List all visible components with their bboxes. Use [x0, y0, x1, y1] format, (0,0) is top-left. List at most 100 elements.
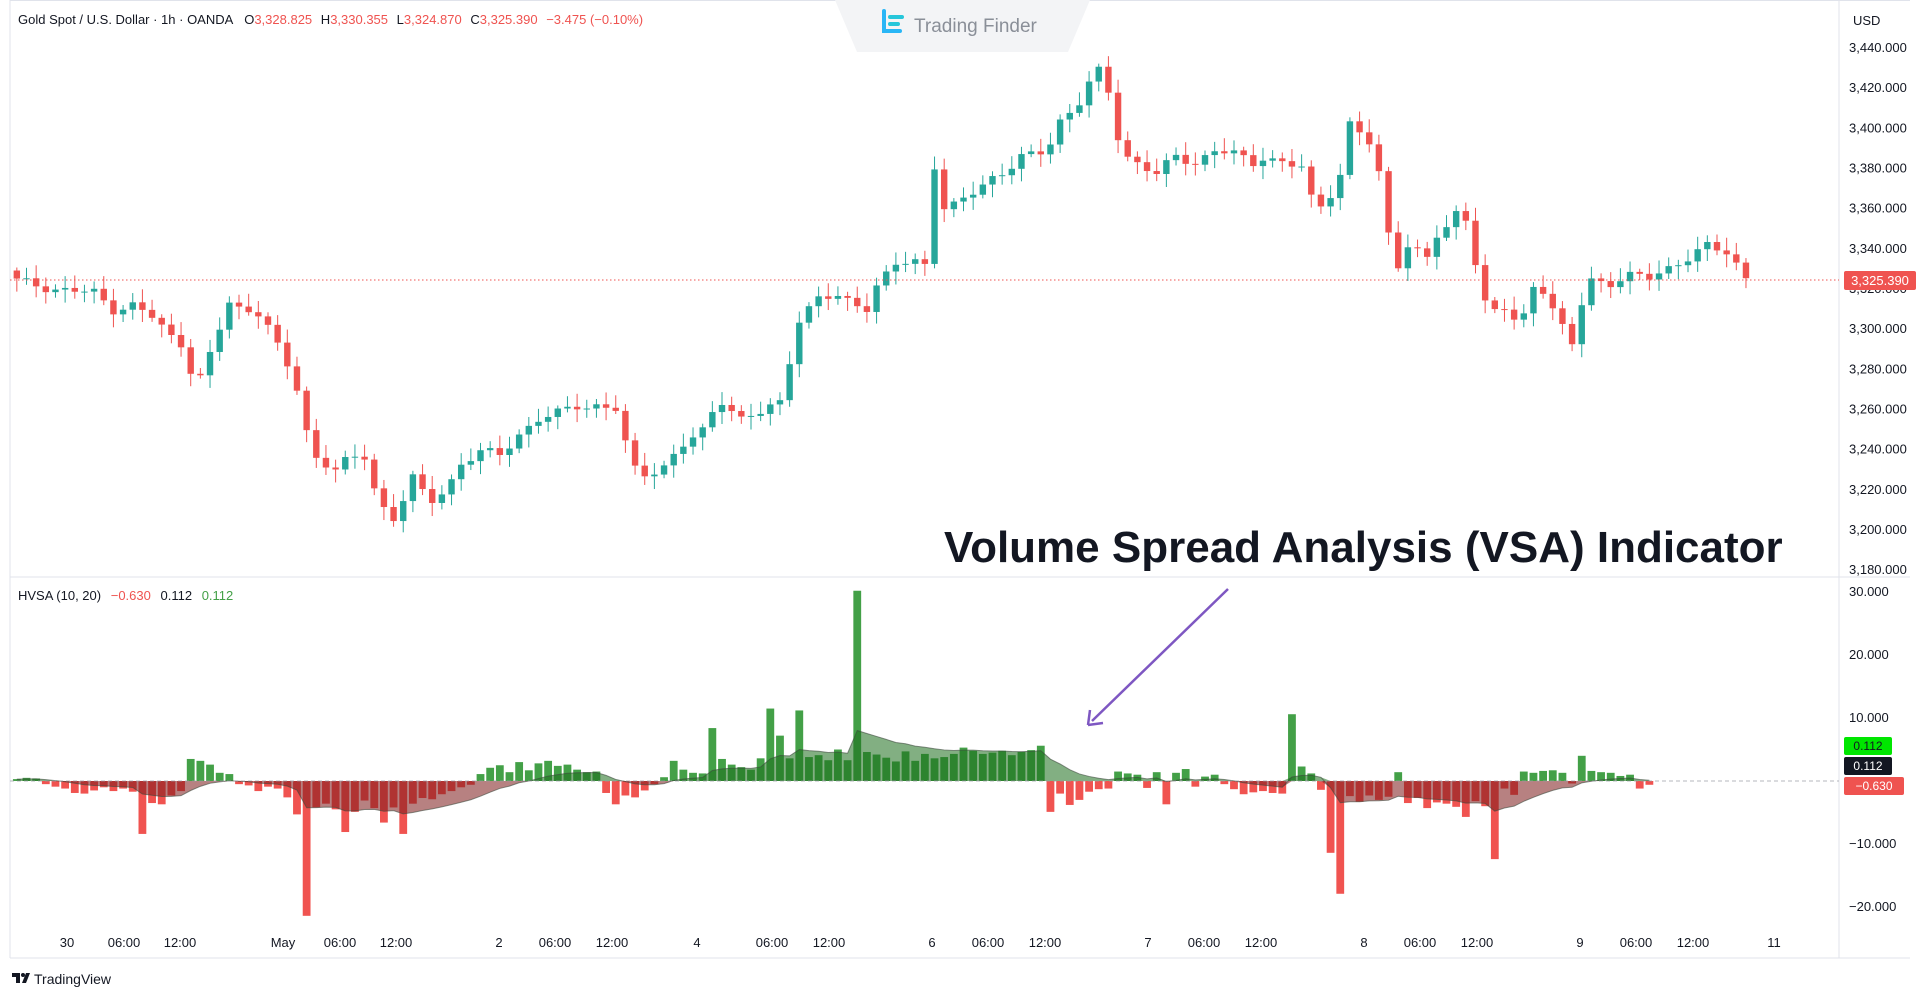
candle-body	[1308, 166, 1315, 195]
candle-body	[718, 404, 726, 413]
indicator-value-2: 0.112	[160, 588, 192, 603]
vsa-bar	[660, 777, 668, 781]
currency-label[interactable]: USD	[1853, 13, 1880, 28]
candle-body	[380, 488, 388, 508]
annotation-title: Volume Spread Analysis (VSA) Indicator	[944, 523, 1783, 572]
candle-body	[525, 425, 533, 435]
vsa-bar	[1249, 781, 1258, 793]
time-tick-label: 6	[928, 935, 935, 950]
vsa-bar	[515, 762, 524, 781]
candle-body	[1230, 150, 1238, 154]
candle-body	[486, 448, 494, 451]
candle-body	[931, 169, 938, 264]
candle-body	[573, 406, 581, 410]
candle-body	[313, 430, 320, 458]
candle-body	[419, 474, 426, 490]
candle-body	[61, 287, 69, 290]
candle-body	[1713, 242, 1721, 251]
vsa-bar	[1587, 770, 1596, 781]
price-tick-label: 3,420.000	[1849, 80, 1907, 95]
candle-body	[834, 295, 842, 299]
candle-body	[1559, 308, 1566, 324]
vsa-bar	[1104, 781, 1113, 789]
price-tick-label: 3,300.000	[1849, 321, 1907, 336]
time-tick-label: 9	[1576, 935, 1583, 950]
candle-body	[400, 501, 407, 522]
tradingview-logo-icon	[12, 973, 30, 983]
vsa-bar	[1288, 714, 1296, 781]
vsa-bar	[1606, 772, 1615, 781]
price-tick-label: 3,340.000	[1849, 241, 1907, 256]
candle-body	[332, 467, 339, 470]
indicator-badge-black-text: 0.112	[1853, 759, 1882, 773]
vsa-bar	[669, 760, 678, 781]
candle-body	[448, 479, 455, 495]
time-axis[interactable]: 30 06:00 12:00 May 06:00 12:00 2 06:00 12:00 4 06:…	[60, 935, 1781, 950]
footer-logo-text[interactable]: TradingView	[34, 971, 112, 987]
time-tick-label: 12:00	[380, 935, 413, 950]
candle-body	[1733, 254, 1740, 263]
candle-body	[216, 329, 223, 352]
candle-body	[940, 169, 948, 210]
candle-body	[1617, 281, 1624, 288]
candle-body	[1105, 66, 1112, 93]
vsa-bar	[293, 781, 301, 815]
candle-body	[583, 408, 590, 410]
vsa-bar	[1094, 781, 1103, 790]
candle-body	[1704, 242, 1711, 250]
candle-body	[129, 302, 136, 310]
candle-body	[1066, 112, 1073, 120]
candle-body	[844, 295, 851, 298]
candle-body	[786, 364, 793, 401]
candle-body	[883, 271, 890, 286]
price-tick-label: 3,200.000	[1849, 522, 1907, 537]
vsa-bar	[1230, 781, 1238, 790]
vsa-area-negative	[16, 781, 1650, 814]
candle-body	[1723, 250, 1730, 255]
vsa-bar	[1191, 781, 1200, 787]
candle-body	[361, 456, 368, 460]
candle-body	[496, 448, 504, 455]
candle-body	[81, 291, 88, 293]
vsa-bar	[215, 772, 224, 781]
vsa-bar	[476, 774, 485, 781]
vsa-bar	[70, 781, 79, 793]
symbol-title[interactable]: Gold Spot / U.S. Dollar · 1h · OANDA	[18, 12, 234, 27]
indicator-badge-green	[1844, 737, 1892, 755]
brand-name: Trading Finder	[914, 16, 1038, 37]
candle-body	[342, 457, 349, 470]
candle-body	[651, 474, 658, 477]
candle-body	[1269, 158, 1276, 161]
candle-body	[854, 297, 861, 307]
candle-body	[1317, 194, 1325, 207]
candle-body	[1114, 92, 1122, 141]
vsa-pane[interactable]	[10, 590, 1839, 916]
candle-body	[1588, 278, 1595, 306]
indicator-name[interactable]: HVSA (10, 20)	[18, 588, 101, 603]
time-tick-label: 30	[60, 935, 74, 950]
vsa-bar	[1259, 781, 1267, 792]
vsa-bar	[1065, 781, 1074, 805]
candle-body	[1395, 232, 1402, 269]
time-tick-label: May	[271, 935, 296, 950]
price-axis[interactable]: 3,440.000 3,420.000 3,400.000 3,380.000 3,36…	[1849, 40, 1907, 577]
vsa-bar	[41, 781, 50, 785]
time-tick-label: 12:00	[1245, 935, 1278, 950]
candle-body	[1259, 160, 1267, 167]
vsa-bar	[495, 765, 504, 781]
price-tick-label: 3,180.000	[1849, 562, 1907, 577]
close-label: C	[470, 12, 479, 27]
vsa-bar	[486, 767, 495, 781]
vsa-bar	[1490, 781, 1499, 860]
vsa-bar	[1143, 781, 1151, 788]
vsa-bar	[1336, 781, 1345, 894]
vsa-bar	[631, 781, 639, 798]
time-tick-label: 12:00	[596, 935, 629, 950]
vsa-bar	[1239, 781, 1248, 795]
price-pane[interactable]	[13, 56, 1750, 533]
vsa-bar	[244, 781, 253, 786]
candle-body	[390, 507, 397, 522]
vsa-axis[interactable]: 30.000 20.000 10.000 −10.000 −20.000	[1849, 584, 1896, 914]
candle-body	[1279, 158, 1286, 162]
